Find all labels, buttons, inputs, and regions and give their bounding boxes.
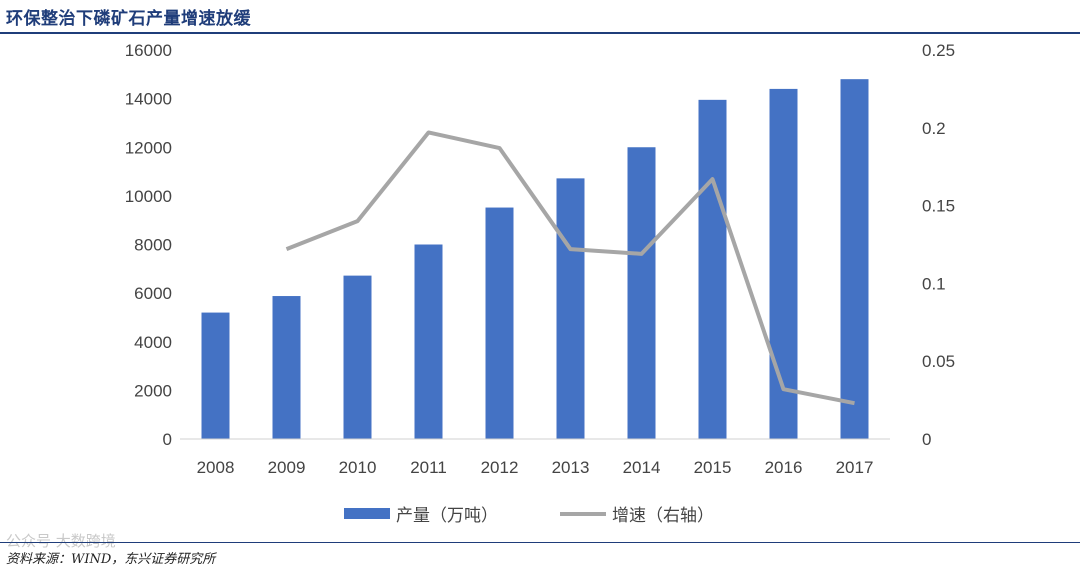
left-tick-label: 10000 — [125, 187, 172, 206]
bar-2011 — [414, 244, 443, 439]
right-axis-ticks: 0 0.05 0.1 0.15 0.2 0.25 — [922, 41, 955, 449]
source-note: 资料来源：WIND，东兴证券研究所 — [6, 552, 216, 567]
bar-2013 — [556, 178, 585, 439]
right-tick-label: 0 — [922, 430, 931, 449]
x-tick-label: 2012 — [481, 458, 519, 477]
left-tick-label: 8000 — [134, 236, 172, 255]
legend-bar-label: 产量（万吨） — [396, 506, 498, 526]
bar-2010 — [343, 275, 372, 439]
watermark: 公众号 大数跨境 — [6, 532, 116, 550]
page-title: 环保整治下磷矿石产量增速放缓 — [6, 9, 251, 29]
x-tick-label: 2015 — [694, 458, 732, 477]
bar-2015 — [698, 99, 727, 439]
x-tick-label: 2011 — [410, 458, 447, 477]
source-divider — [0, 542, 1080, 543]
bar-2009 — [272, 296, 301, 439]
bar-2012 — [485, 207, 514, 439]
legend-line-label: 增速（右轴） — [612, 506, 714, 526]
right-tick-label: 0.05 — [922, 352, 955, 371]
left-tick-label: 2000 — [134, 381, 172, 400]
right-tick-label: 0.15 — [922, 197, 955, 216]
bar-2008 — [201, 312, 230, 439]
bar-2014 — [627, 147, 656, 439]
left-tick-label: 4000 — [134, 333, 172, 352]
x-tick-label: 2008 — [197, 458, 235, 477]
left-tick-label: 14000 — [125, 90, 172, 109]
line-series — [285, 130, 855, 406]
x-tick-label: 2014 — [623, 458, 661, 477]
legend-bar-swatch — [344, 508, 390, 519]
x-tick-label: 2017 — [836, 458, 874, 477]
right-tick-label: 0.1 — [922, 274, 946, 293]
left-tick-label: 0 — [163, 430, 172, 449]
bar-2017 — [840, 79, 869, 440]
right-tick-label: 0.25 — [922, 41, 955, 60]
bar-2016 — [769, 88, 798, 440]
x-tick-label: 2016 — [765, 458, 803, 477]
right-tick-label: 0.2 — [922, 119, 946, 138]
left-tick-label: 16000 — [125, 41, 172, 60]
bar-series — [201, 79, 869, 440]
left-axis-ticks: 0 2000 4000 6000 8000 10000 12000 14000 16000 — [125, 41, 172, 449]
left-tick-label: 12000 — [125, 138, 172, 157]
x-axis-ticks: 2008 2009 2010 2011 2012 2013 2014 2015 2016 2017 — [197, 458, 874, 477]
x-tick-label: 2010 — [339, 458, 377, 477]
x-tick-label: 2013 — [552, 458, 590, 477]
x-tick-label: 2009 — [268, 458, 306, 477]
title-divider — [0, 32, 1080, 34]
left-tick-label: 6000 — [134, 284, 172, 303]
legend: 产量（万吨） 增速（右轴） — [344, 506, 714, 526]
